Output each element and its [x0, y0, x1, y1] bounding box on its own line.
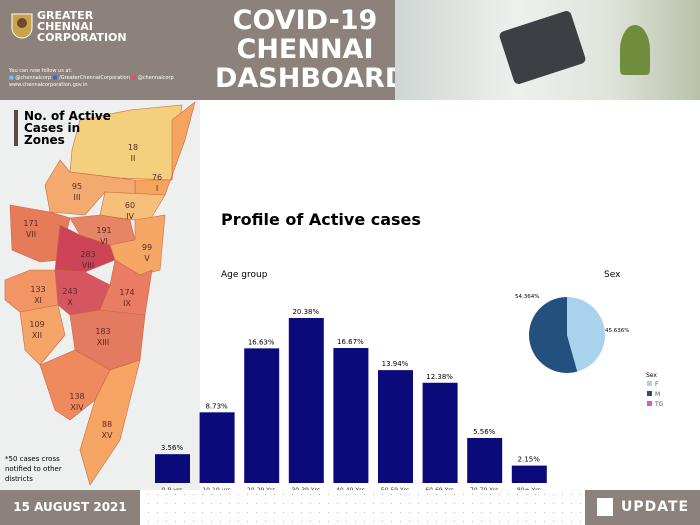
zone-name-II: II — [131, 154, 136, 163]
sex-pie-chart: 45.636% 54.364% Sex FM TG — [515, 294, 664, 408]
age-bar — [511, 465, 547, 483]
update-button[interactable]: UPDATE — [585, 490, 700, 525]
zone-cases-XIII: 183 — [95, 327, 110, 336]
website-link[interactable]: www.chennaicorporation.gov.in — [9, 82, 88, 88]
bar-category-label: 70-79 Yrs — [470, 487, 499, 490]
zone-name-VII: VII — [26, 230, 36, 239]
facebook-icon: ■ — [52, 75, 58, 81]
pie-slice-M — [529, 297, 578, 373]
zone-cases-II: 18 — [128, 143, 138, 152]
zone-cases-XII: 109 — [29, 320, 44, 329]
instagram-icon: ■ — [131, 75, 137, 81]
zone-cases-I: 76 — [152, 173, 162, 182]
zone-name-VI: VI — [100, 237, 108, 246]
gcc-logo-icon — [11, 13, 33, 39]
age-bar-chart: 3.56% 0-9 yrs 8.73% 10-19 yrs 16.63% 20-29 Yr… — [155, 308, 547, 490]
age-chart-title: Age group — [221, 270, 268, 280]
sex-chart-title: Sex — [604, 270, 621, 280]
follow-info: You can now follow us at: ■ @chennaicorp… — [9, 68, 174, 88]
twitter-link[interactable]: @chennaicorp — [15, 75, 52, 81]
legend-swatch-F — [647, 381, 652, 386]
legend-label-F: F — [655, 381, 659, 388]
bar-category-label: 0-9 yrs — [162, 487, 183, 490]
zone-cases-XV: 88 — [102, 420, 112, 429]
bar-category-label: 60-69 Yrs — [425, 487, 454, 490]
bar-category-label: 10-19 yrs — [202, 487, 231, 490]
instagram-link[interactable]: @chennaicorp — [137, 75, 174, 81]
plant-image — [620, 25, 650, 75]
zone-name-XIV: XIV — [70, 403, 84, 412]
zone-cases-XIV: 138 — [69, 392, 84, 401]
profile-title: Profile of Active cases — [221, 210, 421, 229]
age-bar — [333, 348, 369, 483]
bar-value-label: 2.15% — [518, 456, 541, 464]
bar-value-label: 16.63% — [248, 338, 275, 346]
zone-cases-X: 243 — [62, 287, 77, 296]
twitter-icon: ■ — [9, 75, 14, 81]
dashboard-title: COVID-19 CHENNAI DASHBOARD — [215, 5, 408, 94]
legend-swatch-TG — [647, 401, 652, 406]
age-bar — [422, 382, 458, 483]
zone-name-VIII: VIII — [82, 261, 95, 270]
bar-value-label: 20.38% — [292, 308, 319, 316]
facebook-link[interactable]: /GreaterChennaiCorporation — [59, 75, 130, 81]
age-bar — [199, 412, 235, 483]
zone-name-V: V — [144, 254, 150, 263]
legend-label-M: M — [655, 391, 660, 398]
zone-name-XIII: XIII — [97, 338, 110, 347]
bar-value-label: 5.56% — [473, 428, 496, 436]
zone-name-III: III — [73, 193, 80, 202]
zone-cases-VIII: 283 — [80, 250, 95, 259]
zone-name-X: X — [67, 298, 73, 307]
bar-category-label: 20-29 Yrs — [247, 487, 276, 490]
map-title: No. of Active Cases in Zones — [14, 110, 111, 146]
bar-category-label: 40-49 Yrs — [336, 487, 365, 490]
pie-label-M: 54.364% — [515, 294, 539, 300]
bar-category-label: 50-59 Yrs — [381, 487, 410, 490]
bar-category-label: 80+ Yrs — [517, 487, 541, 490]
zone-name-XV: XV — [102, 431, 113, 440]
total-positive-card: TOTAL POSITIVE 5,41,194 — [226, 124, 316, 159]
zone-cases-IX: 174 — [119, 288, 134, 297]
zone-cases-VI: 191 — [96, 226, 111, 235]
age-bar — [378, 370, 413, 483]
legend-title: Sex — [646, 372, 657, 379]
bar-value-label: 12.38% — [426, 373, 453, 381]
zone-name-IX: IX — [123, 299, 131, 308]
tablet-image — [498, 9, 587, 86]
report-date: 15 AUGUST 2021 — [0, 490, 140, 525]
death-card: DEATH 8,359 — [597, 124, 655, 159]
zone-name-XI: XI — [34, 296, 42, 305]
bar-value-label: 16.67% — [337, 338, 364, 346]
zone-cases-VII: 171 — [23, 219, 38, 228]
org-name: GREATER CHENNAI CORPORATION — [37, 9, 127, 44]
pie-label-F: 45.636% — [605, 328, 629, 334]
legend-label-TG: TG — [654, 401, 664, 408]
zone-cases-III: 95 — [72, 182, 82, 191]
zone-name-XII: XII — [32, 331, 42, 340]
recovered-card: RECOVERED 5,30,724 — [344, 124, 434, 159]
age-bar — [244, 348, 280, 483]
legend-swatch-M — [647, 391, 652, 396]
bar-value-label: 8.73% — [205, 402, 228, 410]
bar-value-label: 13.94% — [382, 360, 409, 368]
age-bar — [288, 318, 324, 483]
zone-map: 76 I 18 II 95 III 60 IV 99 V 191 VI 171 VII 283 VIII 174… — [0, 100, 200, 490]
update-icon — [597, 498, 613, 516]
header-photo — [395, 0, 700, 100]
age-bar — [155, 454, 190, 483]
bar-category-label: 30-39 Yrs — [291, 487, 320, 490]
active-cases-card: ACTIVE CASES 2,111 — [471, 124, 543, 159]
bar-value-label: 3.56% — [161, 444, 184, 452]
zone-name-I: I — [156, 184, 158, 193]
cross-notified-note: *50 cases cross notified to other distri… — [5, 455, 62, 483]
zone-cases-XI: 133 — [30, 285, 45, 294]
age-bar — [467, 437, 503, 483]
pie-slice-F — [567, 297, 605, 372]
zone-cases-V: 99 — [142, 243, 152, 252]
zone-name-IV: IV — [126, 212, 134, 221]
zone-cases-IV: 60 — [125, 201, 135, 210]
